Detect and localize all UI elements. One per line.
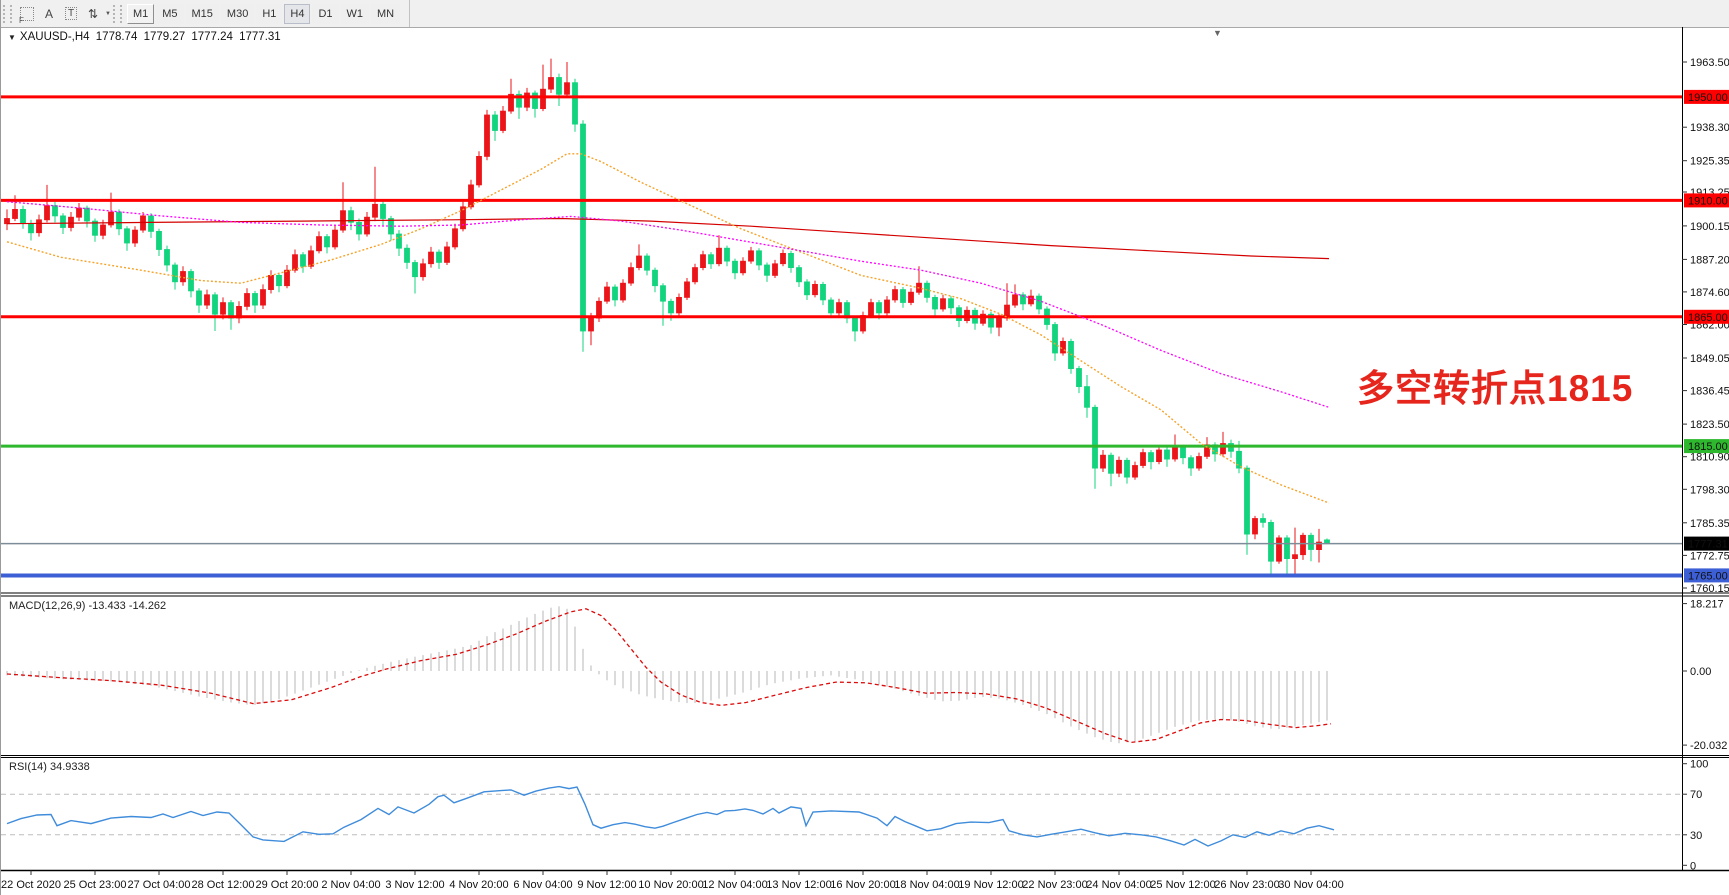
time-scale[interactable]: 22 Oct 2020 25 Oct 23:00 27 Oct 04:00 28 Oc…: [1, 870, 1344, 892]
svg-text:13 Nov 12:00: 13 Nov 12:00: [766, 879, 831, 891]
svg-text:1938.30: 1938.30: [1690, 122, 1729, 134]
symbol-label: XAUUSD-,H4: [19, 31, 90, 43]
chart-canvas[interactable]: 1963.501938.301925.351913.251900.151887.…: [1, 27, 1729, 895]
svg-text:1849.05: 1849.05: [1690, 353, 1729, 365]
svg-text:1815.00: 1815.00: [1688, 441, 1728, 453]
svg-text:70: 70: [1690, 789, 1702, 801]
svg-text:22 Nov 23:00: 22 Nov 23:00: [1022, 879, 1087, 891]
fibo-tool-icon[interactable]: F: [16, 4, 38, 25]
svg-text:1836.45: 1836.45: [1690, 386, 1729, 398]
svg-text:1900.15: 1900.15: [1690, 221, 1729, 233]
rsi-value: 34.9338: [49, 761, 90, 773]
svg-text:18 Nov 04:00: 18 Nov 04:00: [894, 879, 959, 891]
text-tool-icon[interactable]: A: [44, 6, 53, 21]
ohlc-close: 1777.31: [239, 31, 281, 43]
timeframe-m30-button[interactable]: M30: [220, 3, 255, 24]
timeframe-m5-button[interactable]: M5: [156, 3, 184, 24]
svg-text:10 Nov 20:00: 10 Nov 20:00: [638, 879, 703, 891]
svg-text:1925.35: 1925.35: [1690, 156, 1729, 168]
svg-text:25 Nov 12:00: 25 Nov 12:00: [1150, 879, 1215, 891]
chart-shift-marker-icon[interactable]: ▼: [1213, 28, 1222, 38]
svg-text:1765.00: 1765.00: [1688, 570, 1728, 582]
svg-text:16 Nov 20:00: 16 Nov 20:00: [830, 879, 895, 891]
svg-text:1772.75: 1772.75: [1690, 550, 1729, 562]
text-label-tool-icon[interactable]: T: [60, 4, 82, 24]
svg-text:1950.00: 1950.00: [1688, 92, 1728, 104]
svg-text:1798.30: 1798.30: [1690, 484, 1729, 496]
svg-text:9 Nov 12:00: 9 Nov 12:00: [577, 879, 636, 891]
arrows-tool-icon[interactable]: ⇅: [87, 6, 99, 21]
svg-text:30 Nov 04:00: 30 Nov 04:00: [1278, 879, 1343, 891]
svg-text:100: 100: [1690, 759, 1708, 771]
main-pane: [1, 58, 1682, 578]
svg-text:1865.00: 1865.00: [1688, 312, 1728, 324]
svg-text:25 Oct 23:00: 25 Oct 23:00: [64, 879, 127, 891]
svg-text:1785.35: 1785.35: [1690, 518, 1729, 530]
price-scale[interactable]: 1963.501938.301925.351913.251900.151887.…: [1, 27, 1729, 872]
svg-text:1777.31: 1777.31: [1688, 539, 1728, 551]
macd-main-value: -13.433: [88, 600, 126, 612]
svg-text:3 Nov 12:00: 3 Nov 12:00: [385, 879, 444, 891]
timeframe-d1-button[interactable]: D1: [312, 3, 339, 24]
svg-text:-20.032: -20.032: [1690, 740, 1727, 752]
svg-text:22 Oct 2020: 22 Oct 2020: [1, 879, 61, 891]
svg-text:19 Nov 12:00: 19 Nov 12:00: [958, 879, 1023, 891]
toolbar-separator: [409, 0, 411, 27]
macd-signal-value: -14.262: [128, 600, 167, 612]
svg-text:18.217: 18.217: [1690, 599, 1724, 611]
timeframe-mn-button[interactable]: MN: [371, 3, 401, 24]
svg-text:1910.00: 1910.00: [1688, 195, 1728, 207]
svg-text:28 Oct 12:00: 28 Oct 12:00: [192, 879, 255, 891]
svg-text:2 Nov 04:00: 2 Nov 04:00: [321, 879, 380, 891]
timeframe-toolbar-grip[interactable]: [112, 4, 122, 23]
svg-text:29 Oct 20:00: 29 Oct 20:00: [256, 879, 319, 891]
svg-text:27 Oct 04:00: 27 Oct 04:00: [128, 879, 191, 891]
ohlc-low: 1777.24: [191, 31, 233, 43]
svg-text:1810.90: 1810.90: [1690, 452, 1729, 464]
macd-pane: [6, 606, 1332, 744]
price-annotation: 多空转折点1815: [1357, 368, 1634, 409]
chart-title: ▼ XAUUSD-,H4 1778.74 1779.27 1777.24 1777…: [8, 31, 284, 43]
timeframe-h4-button[interactable]: H4: [284, 3, 311, 24]
svg-text:1823.50: 1823.50: [1690, 419, 1729, 431]
svg-text:1963.50: 1963.50: [1690, 57, 1729, 69]
arrows-dropdown-caret-icon[interactable]: ▼: [105, 10, 111, 17]
svg-text:6 Nov 04:00: 6 Nov 04:00: [513, 879, 572, 891]
svg-text:4 Nov 20:00: 4 Nov 20:00: [449, 879, 508, 891]
symbol-caret-icon[interactable]: ▼: [8, 33, 16, 42]
svg-text:1874.60: 1874.60: [1690, 287, 1729, 299]
toolbar-grip[interactable]: [3, 4, 12, 23]
ohlc-high: 1779.27: [143, 31, 186, 43]
timeframe-h1-button[interactable]: H1: [256, 3, 283, 24]
toolbar: F A T ⇅ ▼ M1 M5 M15 M30 H1 H4 D1 W1 MN: [1, 0, 1729, 28]
macd-indicator-label: MACD(12,26,9) -13.433 -14.262: [9, 600, 167, 612]
rsi-pane: [1, 785, 1682, 847]
svg-text:12 Nov 04:00: 12 Nov 04:00: [702, 879, 767, 891]
timeframe-m1-button[interactable]: M1: [126, 3, 155, 24]
svg-text:1887.20: 1887.20: [1690, 254, 1729, 266]
svg-text:1760.15: 1760.15: [1690, 583, 1729, 595]
svg-text:30: 30: [1690, 830, 1702, 842]
svg-text:24 Nov 04:00: 24 Nov 04:00: [1086, 879, 1151, 891]
svg-text:0.00: 0.00: [1690, 666, 1711, 678]
timeframe-w1-button[interactable]: W1: [340, 3, 370, 24]
ohlc-open: 1778.74: [95, 31, 138, 43]
svg-text:0: 0: [1690, 860, 1696, 872]
timeframe-m15-button[interactable]: M15: [185, 3, 219, 24]
svg-text:26 Nov 23:00: 26 Nov 23:00: [1214, 879, 1279, 891]
rsi-indicator-label: RSI(14) 34.9338: [9, 761, 90, 773]
